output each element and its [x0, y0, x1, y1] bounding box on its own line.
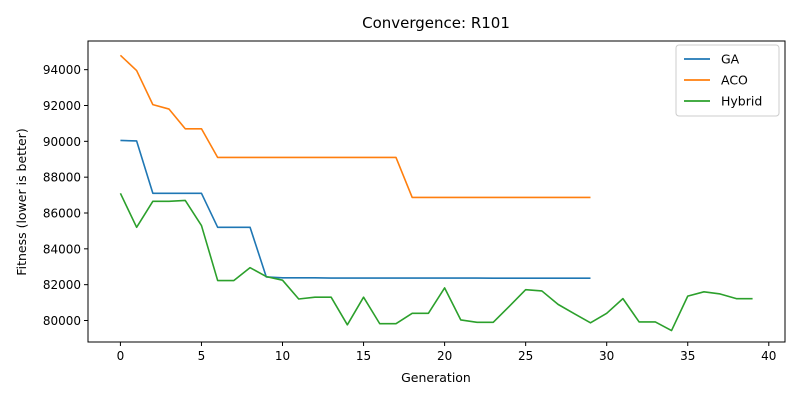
legend-box [675, 44, 780, 117]
y-axis-label: Fitness (lower is better) [14, 128, 29, 275]
legend-label-ga: GA [721, 52, 740, 67]
legend-label-hybrid: Hybrid [721, 94, 762, 109]
y-tick-label: 82000 [43, 278, 81, 292]
series-line-ga [120, 139, 591, 280]
y-tick-label: 92000 [43, 99, 81, 113]
legend: GA ACO Hybrid [675, 44, 780, 117]
chart-title: Convergence: R101 [362, 14, 510, 32]
y-tick-label: 86000 [43, 207, 81, 221]
x-tick-label: 20 [437, 349, 452, 363]
x-tick-label: 25 [518, 349, 533, 363]
y-tick-label: 88000 [43, 171, 81, 185]
plot-frame [87, 40, 786, 343]
plot-area [119, 54, 753, 332]
x-tick-label: 0 [117, 349, 125, 363]
x-tick-label: 10 [275, 349, 290, 363]
x-axis-label: Generation [401, 370, 471, 385]
axes: 0 5 10 15 20 25 30 35 40 80000 82000 84000 86000 8800… [43, 40, 786, 363]
legend-label-aco: ACO [721, 73, 748, 88]
x-tick-label: 40 [761, 349, 776, 363]
x-tick-label: 5 [198, 349, 206, 363]
x-tick-label: 30 [599, 349, 614, 363]
x-tick-label: 35 [680, 349, 695, 363]
series-line-aco [119, 54, 591, 199]
series-line-hybrid [119, 192, 753, 332]
x-tick-label: 15 [356, 349, 371, 363]
y-tick-label: 84000 [43, 242, 81, 256]
y-tick-label: 94000 [43, 63, 81, 77]
y-tick-label: 80000 [43, 314, 81, 328]
y-tick-label: 90000 [43, 135, 81, 149]
